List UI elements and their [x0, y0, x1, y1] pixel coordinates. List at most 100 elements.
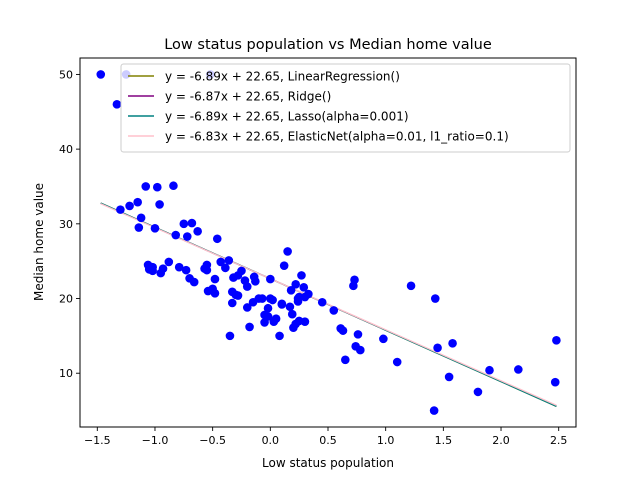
scatter-point: [187, 218, 197, 228]
scatter-point: [299, 283, 309, 292]
x-tick-label: 1.5: [435, 434, 453, 447]
y-tick-label: 20: [59, 293, 73, 306]
scatter-point: [514, 365, 523, 374]
scatter-point: [212, 234, 222, 244]
scatter-point: [355, 345, 365, 355]
scatter-point: [141, 182, 151, 191]
scatter-point: [134, 223, 144, 232]
scatter-point: [155, 200, 164, 209]
scatter-point: [249, 272, 259, 282]
y-tick-label: 30: [59, 218, 73, 231]
x-tick-label: 2.5: [550, 434, 568, 447]
y-axis: 10 20 30 40 50: [59, 68, 80, 380]
scatter-point: [275, 331, 284, 341]
y-tick-label: 10: [59, 367, 73, 380]
scatter-point: [242, 282, 252, 291]
legend: y = -6.89x + 22.65, LinearRegression() y …: [120, 63, 571, 153]
scatter-point: [242, 303, 252, 312]
scatter-point: [193, 226, 202, 236]
scatter-point: [136, 213, 146, 223]
scatter-point: [150, 224, 160, 233]
x-tick-label: −1.5: [84, 434, 111, 447]
scatter-point: [293, 294, 303, 303]
scatter-point: [291, 280, 301, 289]
scatter-point: [304, 289, 313, 299]
scatter-point: [227, 287, 237, 297]
scatter-point: [448, 339, 457, 348]
scatter-point: [156, 268, 166, 278]
scatter-point: [257, 294, 267, 303]
scatter-point: [317, 297, 327, 307]
scatter-point: [221, 263, 230, 273]
scatter-point: [133, 197, 142, 207]
scatter-point: [182, 232, 192, 241]
legend-label-3: y = -6.89x + 22.65, Lasso(alpha=0.001): [165, 110, 409, 124]
scatter-point: [210, 274, 220, 284]
scatter-point: [179, 219, 189, 229]
scatter-point: [485, 365, 494, 375]
x-tick-label: 1.0: [377, 434, 395, 447]
scatter-point: [224, 256, 234, 265]
scatter-point: [430, 294, 440, 303]
x-tick-label: 0.5: [319, 434, 337, 447]
scatter-point: [350, 275, 359, 285]
y-tick-label: 50: [59, 68, 73, 81]
scatter-point: [263, 303, 273, 313]
scatter-point: [125, 201, 134, 211]
scatter-point: [169, 181, 178, 191]
scatter-point: [297, 271, 306, 280]
scatter-point: [266, 274, 275, 284]
scatter-point: [277, 299, 287, 309]
x-tick-label: 2.0: [492, 434, 510, 447]
x-tick-label: −0.5: [199, 434, 226, 447]
scatter-point: [225, 331, 235, 341]
scatter-point: [444, 372, 454, 382]
scatter-point: [268, 295, 277, 305]
scatter-point: [286, 286, 296, 295]
scatter-point: [216, 257, 226, 267]
scatter-point: [208, 284, 217, 294]
scatter-point: [287, 309, 297, 319]
scatter-point: [550, 377, 560, 387]
scatter-point: [338, 326, 348, 335]
scatter-point: [112, 100, 122, 109]
scatter-point: [341, 355, 350, 365]
scatter-point: [406, 281, 416, 291]
x-axis: −1.5 −1.0 −0.5 0.0 0.5 1.0 1.5 2.0 2.5: [84, 427, 568, 447]
scatter-point: [353, 330, 363, 339]
scatter-point: [116, 205, 125, 214]
scatter-point: [96, 70, 106, 79]
scatter-point: [174, 262, 184, 272]
x-tick-label: 0.0: [262, 434, 280, 447]
scatter-point: [392, 357, 402, 367]
x-axis-label: Low status population: [262, 456, 394, 470]
x-tick-label: −1.0: [142, 434, 169, 447]
legend-label-4: y = -6.83x + 22.65, ElasticNet(alpha=0.0…: [165, 130, 509, 144]
scatter-point: [164, 257, 174, 267]
y-tick-label: 40: [59, 143, 73, 156]
scatter-point: [429, 406, 439, 415]
scatter-point: [202, 260, 212, 270]
scatter-point: [245, 322, 254, 332]
scatter-point: [279, 261, 289, 270]
scatter-point: [269, 317, 279, 326]
legend-label-1: y = -6.89x + 22.65, LinearRegression(): [165, 70, 400, 84]
scatter-point: [283, 247, 292, 256]
scatter-point: [473, 387, 483, 397]
scatter-point: [285, 302, 295, 312]
scatter-point: [294, 316, 304, 326]
scatter-point: [181, 265, 191, 275]
scatter-point: [171, 230, 181, 240]
y-axis-label: Median home value: [32, 183, 46, 301]
scatter-point: [152, 182, 162, 192]
scatter-point: [433, 343, 442, 353]
scatter-point: [379, 334, 388, 344]
legend-label-2: y = -6.87x + 22.65, Ridge(): [165, 90, 331, 104]
scatter-point: [260, 310, 269, 320]
scatter-point: [227, 298, 237, 308]
scatter-point: [552, 336, 561, 345]
chart-title: Low status population vs Median home val…: [164, 37, 492, 53]
legend-box: [120, 63, 571, 153]
scatter-points: [96, 70, 561, 415]
